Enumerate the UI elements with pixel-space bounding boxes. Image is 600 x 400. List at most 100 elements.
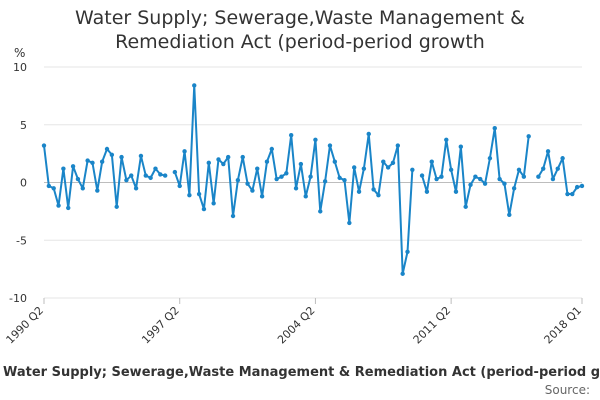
data-point-96	[507, 212, 512, 218]
x-tick-label-1: 1997 Q2	[139, 304, 182, 347]
data-point-1	[46, 183, 52, 189]
y-tick-label-1: 5	[20, 119, 27, 132]
data-point-69	[376, 193, 381, 198]
data-point-16	[119, 154, 124, 160]
chart-title-line-2: Remediation Act (period-period growth	[115, 31, 485, 53]
data-point-14	[109, 152, 115, 157]
data-point-28	[177, 183, 182, 189]
data-point-41	[240, 154, 245, 160]
data-point-49	[279, 174, 284, 179]
data-point-36	[216, 157, 221, 162]
data-point-93	[492, 126, 497, 131]
data-point-95	[502, 181, 507, 186]
data-point-87	[463, 204, 468, 209]
data-point-38	[225, 154, 231, 160]
data-point-106	[555, 166, 560, 171]
data-point-58	[322, 179, 328, 184]
data-point-67	[366, 131, 371, 137]
data-point-86	[458, 144, 464, 149]
data-point-92	[487, 156, 493, 161]
data-point-12	[99, 159, 105, 164]
data-point-31	[192, 83, 197, 88]
data-point-61	[337, 175, 342, 181]
data-point-43	[250, 188, 255, 193]
data-point-62	[342, 177, 347, 183]
data-point-111	[579, 183, 585, 189]
footer-series-title: Water Supply; Sewerage,Waste Management …	[3, 365, 600, 380]
data-point-103	[541, 166, 546, 171]
data-point-24	[158, 172, 163, 177]
data-point-50	[284, 171, 289, 176]
y-axis-unit-label: %	[14, 46, 26, 60]
data-point-48	[274, 176, 279, 182]
source-note: Source:	[545, 383, 590, 397]
data-point-59	[327, 143, 333, 148]
data-point-34	[206, 160, 211, 166]
data-point-71	[385, 165, 391, 170]
data-point-55	[308, 174, 313, 179]
data-point-3	[56, 203, 61, 208]
data-point-99	[521, 174, 527, 179]
data-point-25	[162, 173, 168, 178]
y-tick-label-3: -5	[16, 234, 27, 247]
data-point-70	[381, 159, 386, 164]
data-point-65	[356, 189, 362, 194]
source-label: Source:	[544, 383, 590, 397]
chart-title: Water Supply; Sewerage,Waste Management …	[0, 6, 600, 54]
data-point-22	[148, 175, 153, 181]
data-point-40	[235, 177, 241, 183]
data-point-20	[138, 153, 144, 159]
data-point-11	[95, 188, 100, 193]
data-point-42	[245, 181, 250, 186]
data-point-23	[153, 166, 158, 171]
x-tick-label-3: 2011 Q2	[411, 304, 454, 347]
data-point-35	[211, 201, 216, 206]
data-point-83	[444, 137, 449, 142]
data-point-13	[104, 146, 110, 152]
data-point-76	[410, 167, 415, 172]
data-point-45	[259, 194, 265, 199]
data-point-15	[114, 204, 119, 209]
x-tick-label-0: 1990 Q2	[4, 304, 47, 347]
data-point-4	[61, 166, 66, 171]
data-point-100	[526, 134, 531, 139]
data-point-5	[66, 205, 71, 211]
data-point-39	[230, 213, 236, 219]
data-point-73	[395, 143, 401, 148]
data-point-88	[468, 182, 473, 188]
data-point-98	[516, 167, 522, 172]
data-point-19	[133, 186, 139, 191]
data-point-52	[293, 186, 299, 191]
data-point-108	[565, 191, 570, 197]
data-point-53	[298, 161, 304, 167]
data-point-6	[70, 164, 76, 169]
data-point-29	[182, 149, 187, 154]
data-point-102	[536, 174, 541, 179]
data-point-72	[390, 160, 396, 166]
data-point-68	[371, 187, 376, 192]
data-point-63	[347, 220, 352, 226]
data-point-30	[187, 193, 192, 198]
data-point-44	[255, 166, 260, 171]
data-point-79	[424, 189, 430, 194]
data-point-56	[313, 137, 318, 142]
data-point-9	[85, 158, 90, 163]
data-point-84	[448, 167, 454, 172]
data-point-90	[478, 176, 483, 182]
data-point-7	[75, 176, 81, 182]
data-point-54	[303, 194, 308, 199]
data-point-18	[129, 173, 134, 178]
data-point-97	[511, 186, 517, 191]
data-point-89	[473, 174, 478, 179]
data-point-8	[80, 186, 85, 191]
data-point-91	[482, 181, 488, 186]
y-tick-label-4: -10	[9, 292, 27, 305]
y-tick-label-0: 10	[13, 61, 27, 74]
data-point-82	[439, 174, 444, 179]
data-point-17	[124, 177, 129, 183]
data-point-57	[318, 209, 323, 214]
data-point-0	[41, 143, 47, 148]
data-point-27	[172, 169, 178, 175]
data-point-81	[434, 176, 439, 182]
